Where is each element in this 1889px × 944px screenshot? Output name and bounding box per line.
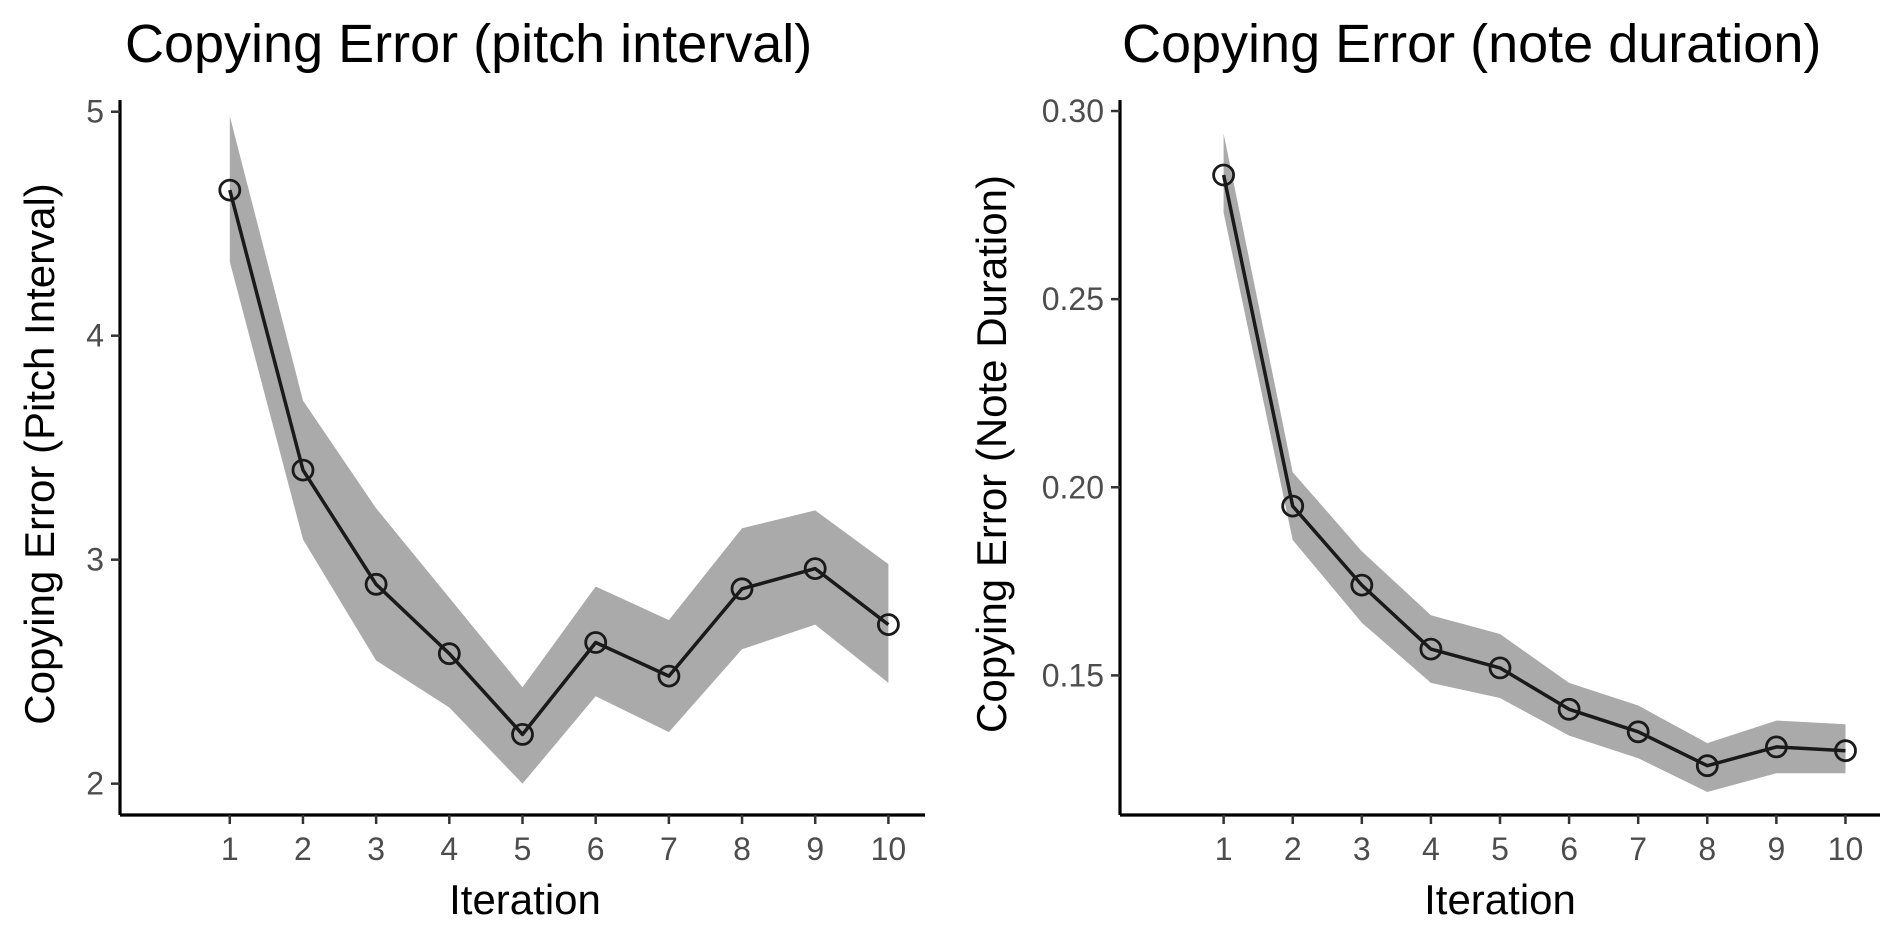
y-tick-label: 0.25 — [1042, 281, 1104, 317]
data-point — [1212, 163, 1235, 187]
x-tick-label: 10 — [1828, 831, 1864, 867]
chart-title: Copying Error (pitch interval) — [125, 14, 812, 74]
data-point — [1350, 573, 1374, 597]
data-point — [1626, 720, 1650, 744]
x-tick-label: 10 — [871, 831, 907, 867]
x-tick-label: 7 — [1629, 831, 1647, 867]
confidence-ribbon — [1223, 133, 1846, 793]
data-point — [877, 613, 900, 636]
data-point — [803, 557, 827, 580]
x-tick-label: 4 — [1422, 831, 1440, 867]
x-tick-label: 4 — [440, 831, 458, 867]
x-tick-label: 6 — [1560, 831, 1578, 867]
x-tick-label: 8 — [1698, 831, 1716, 867]
x-tick-label: 6 — [587, 831, 605, 867]
data-point — [1834, 739, 1857, 763]
data-point — [218, 178, 242, 202]
x-tick-label: 5 — [514, 831, 532, 867]
data-point — [730, 577, 754, 601]
x-tick-label: 3 — [367, 831, 385, 867]
x-tick-label: 5 — [1491, 831, 1509, 867]
series-line — [1221, 174, 1846, 768]
data-point — [1419, 637, 1443, 661]
data-point — [657, 664, 681, 688]
note-duration-panel: Copying Error (note duration) Copying Er… — [968, 14, 1880, 923]
pitch-interval-panel: Copying Error (pitch interval) Copying E… — [16, 14, 925, 923]
data-point — [1557, 697, 1581, 721]
data-point — [511, 723, 534, 746]
data-point — [584, 631, 608, 654]
y-tick-label: 0.20 — [1042, 469, 1104, 505]
x-tick-label: 1 — [221, 831, 239, 867]
y-tick-label: 5 — [86, 94, 104, 130]
x-tick-label: 2 — [1284, 831, 1302, 867]
y-tick-label: 2 — [86, 766, 104, 802]
data-point — [1695, 754, 1719, 778]
x-axis-label: Iteration — [449, 876, 601, 923]
x-tick-label: 9 — [1767, 831, 1785, 867]
x-tick-label: 3 — [1353, 831, 1371, 867]
x-tick-label: 9 — [806, 831, 824, 867]
x-tick-label: 8 — [733, 831, 751, 867]
y-axis-label: Copying Error (Note Duration) — [968, 175, 1015, 733]
y-tick-label: 4 — [86, 318, 104, 354]
data-point — [364, 572, 388, 596]
data-point — [437, 642, 461, 666]
data-point — [1281, 494, 1305, 518]
y-tick-label: 0.30 — [1042, 93, 1104, 129]
x-tick-label: 1 — [1215, 831, 1233, 867]
data-point — [291, 458, 315, 482]
series-line — [228, 189, 890, 737]
y-axis-label: Copying Error (Pitch Interval) — [16, 183, 63, 725]
data-point — [1488, 656, 1512, 680]
chart-title: Copying Error (note duration) — [1122, 14, 1821, 74]
x-tick-label: 7 — [660, 831, 678, 867]
data-point — [1765, 735, 1788, 759]
x-tick-label: 2 — [294, 831, 312, 867]
x-axis-label: Iteration — [1424, 876, 1576, 923]
y-tick-label: 3 — [86, 542, 104, 578]
y-tick-label: 0.15 — [1042, 657, 1104, 693]
confidence-ribbon — [229, 116, 889, 784]
